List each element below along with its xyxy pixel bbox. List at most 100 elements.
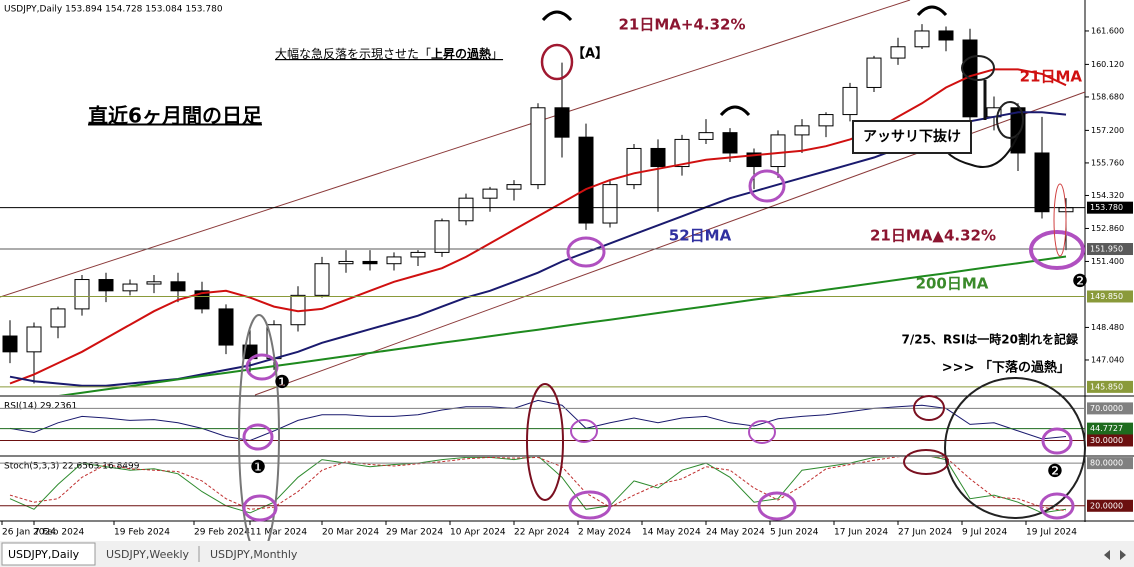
candle-body [26, 326, 42, 353]
tab[interactable] [1, 542, 96, 566]
panel-title: Stoch(5,3,3) 22.6563 16.8499 [4, 462, 140, 472]
level-label: 149.850 [1090, 292, 1123, 301]
badge: ❶ [250, 457, 266, 478]
candle-body [674, 138, 690, 168]
level-label: 44.7727 [1090, 424, 1123, 433]
legend-label: 200日MA [916, 275, 989, 293]
candle-body [794, 125, 810, 136]
ellipse [748, 169, 786, 203]
arc [541, 10, 573, 22]
x-tick-label: 9 Jul 2024 [962, 528, 1007, 538]
ellipse [1029, 230, 1085, 270]
trend-line [0, 0, 911, 298]
y-tick-label: 152.860 [1091, 224, 1124, 233]
level-label: 30.0000 [1090, 436, 1123, 445]
x-tick-label: 2 May 2024 [578, 528, 631, 538]
y-tick-label: 148.480 [1091, 323, 1124, 332]
y-tick-label: 161.600 [1091, 26, 1124, 35]
candle-body [458, 197, 474, 222]
level-label: 151.950 [1090, 245, 1123, 254]
arc [916, 5, 948, 17]
candle-body [314, 263, 330, 296]
tab-label[interactable]: USDJPY,Daily [8, 548, 80, 561]
x-tick-label: 20 Mar 2024 [322, 528, 379, 538]
candle-body [602, 184, 618, 224]
candle-body [626, 147, 642, 186]
annotation: >>> 「下落の過熱」 [942, 360, 1070, 376]
x-tick-label: 14 May 2024 [642, 528, 701, 538]
level-box [1087, 422, 1133, 435]
candle-body [554, 107, 570, 138]
x-tick-label: 17 Jun 2024 [834, 528, 888, 538]
ellipse [242, 423, 274, 451]
candle-body [770, 134, 786, 168]
level-label: 80.0000 [1090, 459, 1123, 468]
ellipse [242, 494, 278, 522]
y-tick-label: 157.200 [1091, 126, 1124, 135]
candle-body [506, 184, 522, 190]
candle-body [530, 107, 546, 186]
candle-body [866, 57, 882, 88]
badge: ❷ [1072, 271, 1088, 292]
y-tick-label: 154.320 [1091, 191, 1124, 200]
level-box [1087, 380, 1133, 393]
annotation-part: 上昇の過熱 [431, 46, 491, 61]
candle-body [818, 114, 834, 127]
series-line [58, 255, 1067, 395]
ellipse [996, 101, 1024, 139]
candle-body [578, 136, 594, 224]
x-tick-label: 19 Jul 2024 [1026, 528, 1077, 538]
candle-body [146, 281, 162, 285]
candle-body [74, 279, 90, 310]
scroll-arrows[interactable] [1104, 550, 1126, 560]
x-tick-label: 27 Jun 2024 [898, 528, 952, 538]
annotation-part: 大幅な急反落を示現させた「 [275, 46, 431, 61]
panel [9, 457, 1067, 514]
candle-body [194, 290, 210, 310]
ellipse [540, 43, 574, 81]
x-tick-label: 11 Mar 2024 [250, 528, 307, 538]
annotation-shapes [238, 5, 1086, 556]
candle-body [98, 279, 114, 292]
candle-body [362, 260, 378, 265]
x-tick-label: 7 Feb 2024 [34, 528, 85, 538]
y-tick-label: 147.040 [1091, 355, 1124, 364]
y-tick-label: 155.760 [1091, 158, 1124, 167]
ellipse [903, 449, 949, 475]
level-label: 153.780 [1090, 203, 1123, 212]
y-tick-label: 160.120 [1091, 60, 1124, 69]
candle-body [218, 308, 234, 346]
candle-body [482, 188, 498, 199]
annotation: 21日MA▲4.32% [870, 227, 996, 245]
ellipse [1041, 427, 1073, 455]
level-label: 145.850 [1090, 382, 1123, 391]
tab-label[interactable]: USDJPY,Weekly [106, 548, 190, 561]
ellipse [570, 419, 598, 443]
badge: ❷ [1047, 461, 1063, 482]
series-line [9, 457, 1067, 514]
level-label: 20.0000 [1090, 501, 1123, 510]
level-box [1087, 499, 1133, 512]
candle-body [842, 86, 858, 116]
candle-body [890, 46, 906, 59]
ellipse [526, 383, 564, 501]
heading: 直近6ヶ月間の日足 [88, 104, 263, 128]
marks: USDJPY,Daily 153.894 154.728 153.084 153… [0, 5, 1133, 538]
ellipse [1039, 492, 1075, 520]
level-box [1087, 402, 1133, 415]
annotation: 21日MA+4.32% [618, 16, 745, 34]
arc [719, 105, 751, 117]
candle-body [1034, 152, 1050, 213]
annotation: 大幅な急反落を示現させた「上昇の過熱」 [275, 46, 503, 61]
text-box [852, 120, 972, 154]
ellipse [757, 491, 797, 521]
circle [944, 377, 1086, 519]
annotation: 【A】 [572, 46, 608, 62]
x-tick-label: 26 Jan 2024 [2, 528, 56, 538]
panel [9, 399, 1067, 442]
tab-label[interactable]: USDJPY,Monthly [210, 548, 298, 561]
tab-bar [0, 541, 1134, 567]
